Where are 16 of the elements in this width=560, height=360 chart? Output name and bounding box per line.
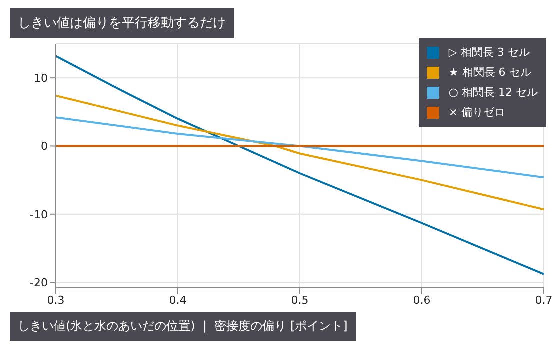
line-series [56, 116, 544, 179]
x-tick-label: 0.3 [47, 294, 65, 307]
legend-label: × 偏りゼロ [448, 105, 506, 120]
legend-label: ▷ 相関長 3 セル [448, 45, 530, 60]
y-tick-label: -20 [30, 276, 48, 290]
y-tick-label: 10 [34, 72, 48, 85]
x-tick-label: 0.5 [291, 294, 309, 307]
x-axis-title: しきい値(氷と水のあいだの位置) | 密接度の偏り [ポイント] [10, 312, 356, 341]
legend-label: ★ 相関長 6 セル [448, 65, 532, 80]
chart-title: しきい値は偏りを平行移動するだけ [10, 8, 234, 38]
x-tick-label: 0.7 [535, 294, 553, 307]
x-tick-label: 0.6 [413, 294, 431, 307]
legend-label: ○ 相関長 12 セル [448, 85, 538, 100]
x-tick-label: 0.4 [169, 294, 187, 307]
y-tick-label: -10 [30, 208, 48, 222]
y-tick-label: 0 [41, 140, 48, 154]
